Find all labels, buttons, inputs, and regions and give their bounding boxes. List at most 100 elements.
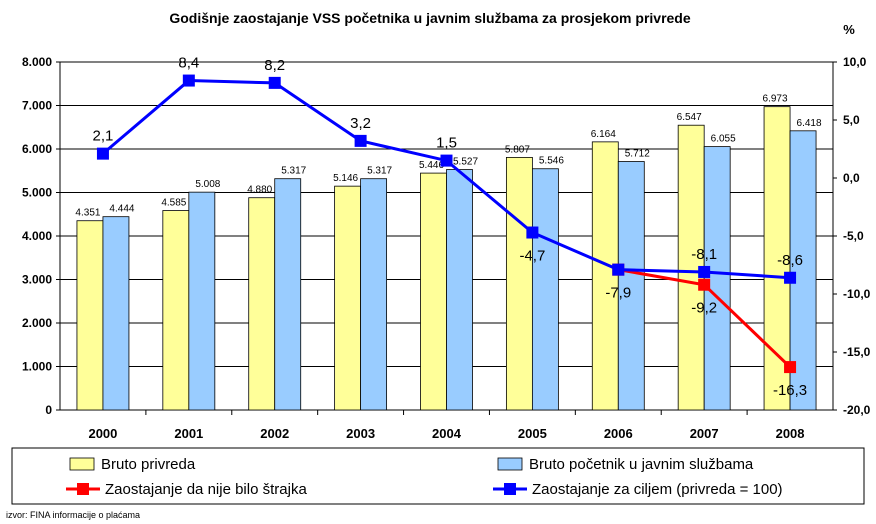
bar bbox=[76, 220, 104, 411]
series-marker bbox=[268, 76, 281, 89]
line-value-label: -8,1 bbox=[691, 246, 717, 263]
line-series bbox=[96, 74, 797, 374]
bar-value-label: 5.008 bbox=[195, 179, 220, 190]
series-marker bbox=[698, 265, 711, 278]
bar-value-label: 4.351 bbox=[75, 208, 100, 219]
legend-box bbox=[11, 447, 865, 505]
bar-value-label: 5.712 bbox=[625, 149, 650, 160]
bar bbox=[677, 124, 705, 411]
series-marker bbox=[354, 134, 367, 147]
left-tick-label: 4.000 bbox=[22, 229, 52, 243]
line-value-label: 2,1 bbox=[93, 128, 114, 145]
line-value-label: -8,6 bbox=[777, 252, 803, 269]
series-marker bbox=[698, 278, 711, 291]
bar bbox=[334, 185, 362, 411]
line-value-label: 8,4 bbox=[178, 55, 199, 72]
bar-value-label: 6.055 bbox=[711, 134, 736, 145]
x-tick-label: 2007 bbox=[690, 426, 719, 441]
left-tick-label: 5.000 bbox=[22, 186, 52, 200]
x-tick-label: 2001 bbox=[174, 426, 203, 441]
bar-value-label: 4.585 bbox=[161, 198, 186, 209]
x-tick-label: 2006 bbox=[604, 426, 633, 441]
bar bbox=[360, 178, 388, 411]
bar-labels: 4.351 4.585 4.880 5.146 5.446 5.807 6.164 6.547… bbox=[75, 94, 822, 219]
line-value-label: -16,3 bbox=[773, 382, 807, 399]
line-value-label: 8,2 bbox=[264, 57, 285, 74]
line-value-label: -4,7 bbox=[519, 248, 545, 265]
series-marker bbox=[182, 74, 195, 87]
legend-marker bbox=[504, 483, 516, 495]
left-tick-label: 7.000 bbox=[22, 99, 52, 113]
left-axis: 0 1.000 2.000 3.000 4.000 5.000 6.000 7.000 8.00… bbox=[22, 55, 60, 417]
bar bbox=[274, 178, 302, 411]
x-tick-label: 2005 bbox=[518, 426, 547, 441]
bar-value-label: 5.146 bbox=[333, 173, 358, 184]
x-axis: 2000 2001 2002 2003 2004 2005 2006 2007 2008 bbox=[88, 410, 805, 441]
line-value-label: -7,9 bbox=[605, 285, 631, 302]
line-value-label: 3,2 bbox=[350, 115, 371, 132]
line-value-label: 1,5 bbox=[436, 135, 457, 152]
right-tick-label: 10,0 bbox=[843, 55, 867, 69]
x-tick-label: 2000 bbox=[88, 426, 117, 441]
bar-value-label: 6.418 bbox=[797, 118, 822, 129]
bar-value-label: 4.444 bbox=[109, 204, 134, 215]
bar bbox=[703, 146, 731, 411]
bar-series bbox=[76, 106, 817, 411]
series-marker bbox=[526, 226, 539, 239]
left-tick-label: 2.000 bbox=[22, 316, 52, 330]
right-axis: -20,0 -15,0 -10,0 -5,0 0,0 5,0 10,0 bbox=[833, 55, 871, 417]
bar bbox=[188, 191, 216, 411]
right-tick-label: -20,0 bbox=[843, 403, 871, 417]
legend: Bruto privreda Bruto početnik u javnim sl… bbox=[66, 456, 783, 498]
legend-swatch bbox=[69, 457, 95, 471]
series-marker bbox=[784, 361, 797, 374]
x-tick-label: 2003 bbox=[346, 426, 375, 441]
legend-label: Zaostajanje za ciljem (privreda = 100) bbox=[532, 481, 783, 498]
x-tick-label: 2004 bbox=[432, 426, 462, 441]
bar-value-label: 5.807 bbox=[505, 144, 530, 155]
line-labels: -9,2 -16,3 2,1 8,4 8,2 3,2 1,5 -4,7 -7,9 -8,1 -8,6 bbox=[93, 55, 808, 400]
right-tick-label: -10,0 bbox=[843, 287, 871, 301]
legend-label: Bruto privreda bbox=[101, 456, 196, 473]
right-tick-label: 0,0 bbox=[843, 171, 860, 185]
bar bbox=[162, 210, 190, 411]
chart-title: Godišnje zaostajanje VSS početnika u jav… bbox=[169, 10, 690, 26]
bar-value-label: 5.546 bbox=[539, 156, 564, 167]
bar bbox=[248, 197, 276, 411]
bar-value-label: 5.527 bbox=[453, 157, 478, 168]
right-tick-label: -5,0 bbox=[843, 229, 864, 243]
bar-value-label: 5.317 bbox=[367, 166, 392, 177]
legend-label: Bruto početnik u javnim službama bbox=[529, 456, 754, 473]
left-tick-label: 3.000 bbox=[22, 273, 52, 287]
bar bbox=[505, 156, 533, 411]
bar-value-label: 5.446 bbox=[419, 160, 444, 171]
right-axis-unit: % bbox=[843, 22, 855, 37]
bar-value-label: 6.547 bbox=[677, 112, 702, 123]
series-marker bbox=[96, 147, 109, 160]
bar-value-label: 4.880 bbox=[247, 185, 272, 196]
bar bbox=[446, 169, 473, 411]
legend-swatch bbox=[497, 457, 523, 471]
series-marker bbox=[612, 263, 625, 276]
series-marker bbox=[440, 154, 453, 167]
bar-value-label: 6.164 bbox=[591, 129, 616, 140]
left-tick-label: 0 bbox=[45, 403, 52, 417]
bar bbox=[531, 168, 559, 411]
left-tick-label: 6.000 bbox=[22, 142, 52, 156]
bar-value-label: 5.317 bbox=[281, 166, 306, 177]
series-marker bbox=[784, 271, 797, 284]
left-tick-label: 8.000 bbox=[22, 55, 52, 69]
left-tick-label: 1.000 bbox=[22, 360, 52, 374]
x-tick-label: 2008 bbox=[776, 426, 805, 441]
line-value-label: -9,2 bbox=[691, 300, 717, 317]
x-tick-label: 2002 bbox=[260, 426, 289, 441]
right-tick-label: 5,0 bbox=[843, 113, 860, 127]
right-tick-label: -15,0 bbox=[843, 345, 871, 359]
legend-label: Zaostajanje da nije bilo štrajka bbox=[105, 481, 307, 498]
bar bbox=[617, 161, 645, 411]
source-note: izvor: FINA informacije o plaćama bbox=[6, 510, 140, 520]
legend-marker bbox=[77, 483, 89, 495]
bar bbox=[102, 216, 130, 411]
bar bbox=[420, 172, 447, 411]
